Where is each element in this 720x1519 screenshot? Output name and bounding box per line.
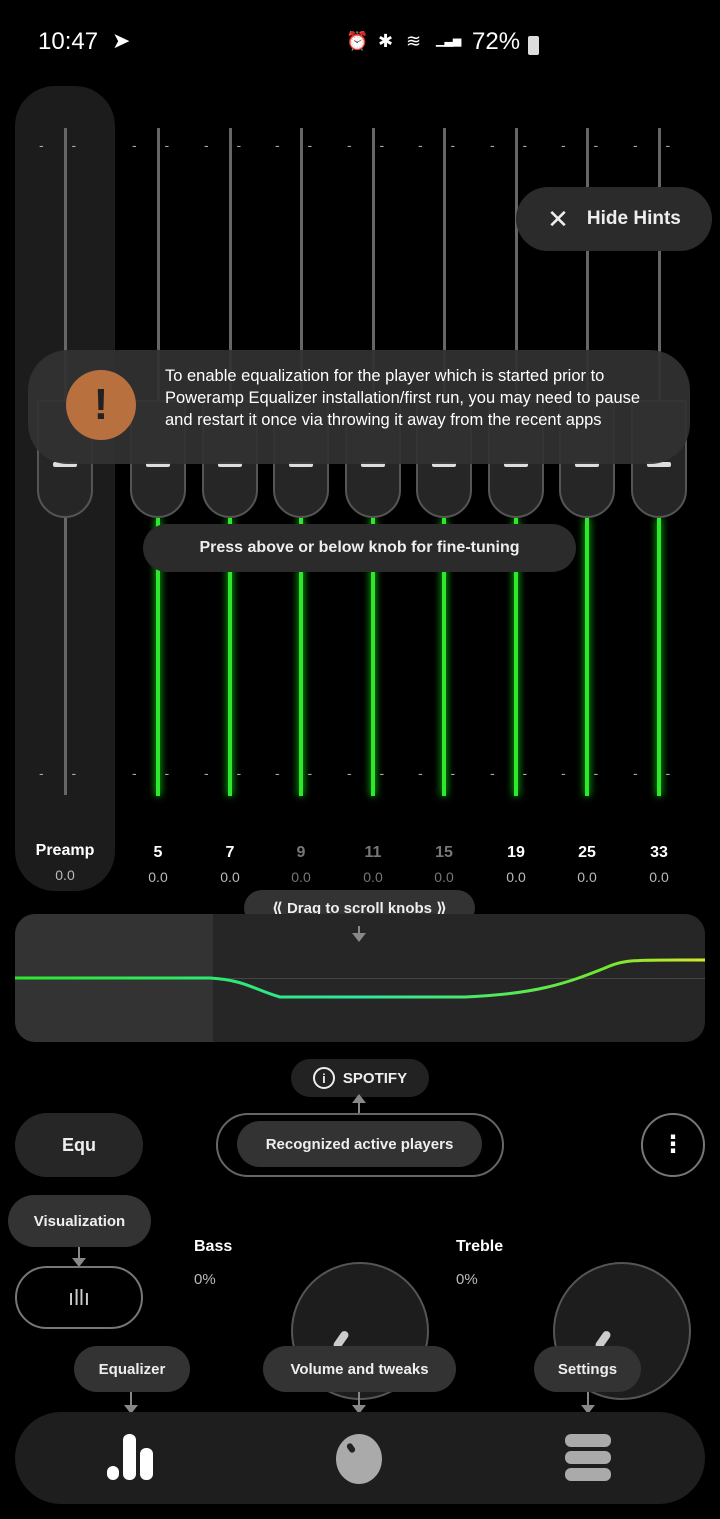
- arrow-icon: [352, 1392, 366, 1414]
- eq-curve-panel[interactable]: [15, 914, 705, 1042]
- band-level-fill: [442, 518, 446, 796]
- zero-line: [15, 978, 705, 979]
- band-label: 7: [225, 844, 235, 861]
- band-value: 0.0: [363, 869, 383, 885]
- treble-label: Treble: [456, 1238, 504, 1255]
- scale-tick: - -: [418, 765, 468, 781]
- bass-label: Bass: [194, 1238, 233, 1255]
- band-level-fill: [371, 518, 375, 796]
- bar: [140, 1448, 153, 1480]
- band-value: 0.0: [577, 869, 597, 885]
- arrow-icon: [581, 1392, 595, 1414]
- band-value: 0.0: [506, 869, 526, 885]
- scale-tick: - -: [132, 137, 182, 153]
- arrow-icon: [72, 1247, 86, 1267]
- band-value: 0.0: [220, 869, 240, 885]
- messenger-icon: ➤: [112, 28, 131, 53]
- band-value: 0.0: [291, 869, 311, 885]
- band-label: 5: [153, 844, 163, 861]
- preset-button[interactable]: Equ: [15, 1113, 143, 1177]
- knob-dot: [345, 1442, 357, 1454]
- band-level-fill: [228, 518, 232, 796]
- info-icon: i: [312, 1067, 335, 1089]
- treble-value: 0%: [456, 1271, 478, 1288]
- wifi-icon: ≋: [406, 31, 422, 51]
- settings-tab-menu-icon[interactable]: [565, 1434, 611, 1482]
- eq-curve: [15, 958, 705, 999]
- bars-icon: [107, 1466, 119, 1480]
- volume-hint: Volume and tweaks: [263, 1346, 456, 1392]
- scale-tick: - -: [39, 137, 89, 153]
- band-level-fill: [585, 518, 589, 796]
- hide-hints-label: Hide Hints: [586, 208, 681, 229]
- preamp-label: Preamp: [35, 842, 95, 859]
- scale-tick: - -: [347, 137, 397, 153]
- band-level-fill: [657, 518, 661, 796]
- menu-line: [565, 1468, 611, 1481]
- close-icon: ✕: [547, 203, 569, 234]
- scale-tick: - -: [490, 765, 540, 781]
- visualization-icon[interactable]: ıllı: [15, 1266, 143, 1329]
- scale-tick: - -: [275, 765, 325, 781]
- band-level-fill: [514, 518, 518, 796]
- hide-hints-button[interactable]: ✕ Hide Hints: [516, 187, 712, 251]
- warning-hint: ! To enable equalization for the player …: [28, 350, 690, 464]
- scale-tick: - -: [418, 137, 468, 153]
- scale-tick: - -: [561, 137, 611, 153]
- scale-tick: - -: [633, 765, 683, 781]
- signal-icon: ▁▃▅: [436, 35, 462, 47]
- band-label: 33: [650, 844, 668, 861]
- band-label: 19: [507, 844, 525, 861]
- player-name: SPOTIFY: [342, 1069, 408, 1087]
- battery-level: 72%: [472, 28, 521, 55]
- band-level-fill: [156, 518, 160, 796]
- bass-value: 0%: [194, 1271, 216, 1288]
- scale-tick: - -: [561, 765, 611, 781]
- menu-line: [565, 1451, 611, 1464]
- fine-tuning-hint: Press above or below knob for fine-tunin…: [143, 524, 576, 572]
- settings-hint: Settings: [534, 1346, 641, 1392]
- equalizer-tab[interactable]: [105, 1434, 159, 1482]
- scale-tick: - -: [347, 765, 397, 781]
- scale-tick: - -: [490, 137, 540, 153]
- volume-tab-knob-icon[interactable]: [336, 1434, 382, 1484]
- alarm-icon: ⏰: [346, 31, 369, 51]
- arrow-icon: [352, 926, 366, 942]
- players-button[interactable]: [216, 1113, 504, 1177]
- band-label: 25: [578, 844, 596, 861]
- band-level-fill: [299, 518, 303, 796]
- scale-tick: - -: [39, 765, 89, 781]
- bluetooth-icon: ✱: [378, 31, 394, 51]
- players-hint: Recognized active players: [237, 1121, 482, 1167]
- active-player[interactable]: i SPOTIFY: [291, 1059, 429, 1097]
- visualization-hint: Visualization: [8, 1195, 151, 1247]
- band-value: 0.0: [434, 869, 454, 885]
- scale-tick: - -: [132, 765, 182, 781]
- bottom-nav: [15, 1412, 705, 1504]
- scale-tick: - -: [204, 765, 254, 781]
- preamp-value: 0.0: [55, 867, 75, 883]
- warning-icon: !: [66, 370, 136, 440]
- band-label: 9: [296, 844, 306, 861]
- more-options-icon[interactable]: ⋮: [641, 1113, 705, 1177]
- scale-tick: - -: [275, 137, 325, 153]
- band-label: 11: [364, 844, 382, 861]
- clock: 10:47: [38, 28, 99, 55]
- scale-tick: - -: [633, 137, 683, 153]
- arrow-icon: [124, 1392, 138, 1414]
- menu-line: [565, 1434, 611, 1447]
- band-value: 0.0: [649, 869, 669, 885]
- battery-icon: [528, 36, 539, 55]
- bar: [123, 1434, 136, 1480]
- band-value: 0.0: [148, 869, 168, 885]
- equalizer-hint: Equalizer: [74, 1346, 190, 1392]
- band-label: 15: [435, 844, 453, 861]
- scale-tick: - -: [204, 137, 254, 153]
- warning-text: To enable equalization for the player wh…: [165, 367, 641, 429]
- arrow-icon: [352, 1094, 366, 1114]
